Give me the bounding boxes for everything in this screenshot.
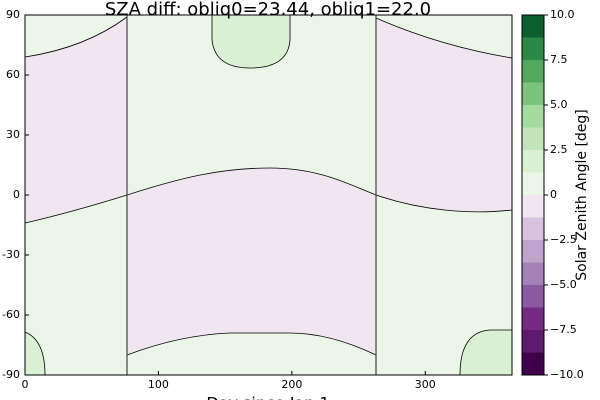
colorbar-bin bbox=[522, 15, 544, 38]
colorbar-bin bbox=[522, 352, 544, 375]
y-tick-label: -60 bbox=[2, 308, 20, 321]
region bbox=[25, 332, 45, 375]
colorbar-bin bbox=[522, 82, 544, 105]
colorbar-bin bbox=[522, 307, 544, 330]
colorbar-bin bbox=[522, 262, 544, 285]
region bbox=[212, 15, 290, 68]
region bbox=[25, 17, 127, 223]
colorbar-bin bbox=[522, 195, 544, 218]
colorbar-label: Solar Zenith Angle [deg] bbox=[574, 109, 590, 281]
colorbar-bin bbox=[522, 105, 544, 128]
colorbar-bin bbox=[522, 330, 544, 353]
colorbar-bin bbox=[522, 127, 544, 150]
x-axis-label: Day since Jan 1 bbox=[206, 394, 329, 400]
colorbar-bin bbox=[522, 172, 544, 195]
colorbar-bin bbox=[522, 285, 544, 308]
colorbar-bin bbox=[522, 60, 544, 83]
colorbar-tick-label: 10.0 bbox=[550, 8, 575, 21]
contour-line bbox=[375, 17, 513, 59]
x-tick-label: 0 bbox=[22, 378, 29, 391]
region bbox=[460, 330, 512, 375]
contour-field bbox=[24, 14, 513, 376]
contour-line bbox=[24, 167, 513, 224]
colorbar-tick-label: 7.5 bbox=[550, 53, 568, 66]
contour-line bbox=[126, 332, 377, 356]
colorbar-tick-label: −7.5 bbox=[550, 323, 577, 336]
colorbar-bin bbox=[522, 240, 544, 263]
x-tick-label: 100 bbox=[148, 378, 169, 391]
colorbar-tick-label: −10.0 bbox=[550, 368, 584, 381]
colorbar-bin bbox=[522, 217, 544, 240]
y-tick-label: -90 bbox=[2, 368, 20, 381]
y-tick-label: 60 bbox=[6, 68, 20, 81]
contour-line bbox=[211, 15, 291, 69]
contour-line bbox=[24, 331, 46, 376]
y-tick-label: 30 bbox=[6, 128, 20, 141]
contour-line bbox=[459, 329, 512, 376]
chart-title: SZA diff: obliq0=23.44, obliq1=22.0 bbox=[105, 0, 431, 20]
region bbox=[127, 168, 376, 355]
colorbar-tick-label: 5.0 bbox=[550, 98, 568, 111]
x-tick-label: 200 bbox=[281, 378, 302, 391]
colorbar-tick-label: −2.5 bbox=[550, 233, 577, 246]
y-tick-label: 0 bbox=[13, 188, 20, 201]
region bbox=[376, 18, 512, 212]
x-tick-label: 300 bbox=[415, 378, 436, 391]
y-tick-label: 90 bbox=[6, 8, 20, 21]
y-tick-label: -30 bbox=[2, 248, 20, 261]
colorbar-bin bbox=[522, 150, 544, 173]
colorbar-tick-label: 2.5 bbox=[550, 143, 568, 156]
colorbar-tick-label: −5.0 bbox=[550, 278, 577, 291]
contour-line bbox=[24, 16, 128, 58]
colorbar-bin bbox=[522, 37, 544, 60]
colorbar-tick-label: 0 bbox=[550, 188, 557, 201]
